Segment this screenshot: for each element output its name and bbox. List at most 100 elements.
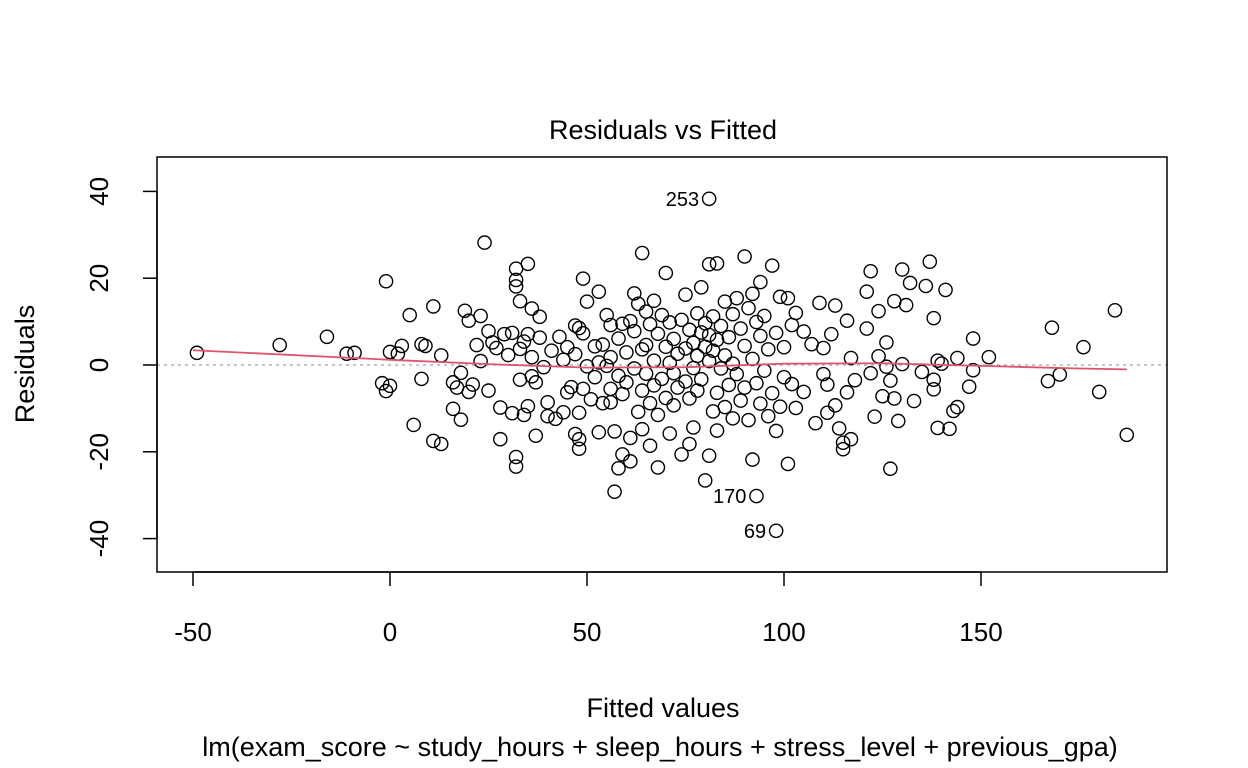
data-point xyxy=(638,366,654,381)
data-point xyxy=(709,385,725,401)
data-point xyxy=(926,310,942,326)
data-point xyxy=(721,329,737,345)
data-point xyxy=(406,417,421,433)
data-point xyxy=(650,407,666,423)
data-point xyxy=(745,286,760,302)
data-point xyxy=(914,364,930,380)
data-point xyxy=(658,265,674,281)
data-point xyxy=(768,523,784,539)
data-point xyxy=(741,412,756,428)
data-point xyxy=(591,424,607,440)
data-point xyxy=(942,421,957,437)
data-point xyxy=(843,350,859,366)
data-point xyxy=(642,438,658,454)
data-point xyxy=(843,431,859,447)
data-point xyxy=(725,356,741,371)
data-point xyxy=(619,345,634,360)
data-point xyxy=(753,328,768,344)
data-point xyxy=(426,299,441,314)
data-point xyxy=(808,415,823,431)
data-point xyxy=(827,398,843,413)
smoother-line xyxy=(192,349,1127,371)
data-point xyxy=(729,366,745,382)
data-point xyxy=(788,305,804,321)
data-point xyxy=(768,423,784,439)
data-point xyxy=(575,381,591,397)
data-point xyxy=(567,426,583,442)
data-point xyxy=(784,317,800,333)
data-point xyxy=(571,441,587,457)
data-point xyxy=(717,348,733,363)
data-point xyxy=(540,408,555,424)
data-point xyxy=(587,339,603,354)
data-point xyxy=(709,256,725,271)
data-point xyxy=(630,296,646,312)
data-point xyxy=(690,348,705,364)
data-point xyxy=(733,321,748,336)
data-point xyxy=(780,456,796,472)
data-point xyxy=(394,338,410,354)
data-point xyxy=(493,431,508,447)
outlier-label: 170 xyxy=(713,486,746,508)
data-point xyxy=(670,346,685,362)
data-point xyxy=(378,383,394,399)
data-point xyxy=(595,395,611,411)
data-point xyxy=(524,301,540,316)
data-point xyxy=(859,284,875,299)
data-point xyxy=(847,372,863,388)
plot-frame xyxy=(156,156,1168,573)
y-axis-label: Residuals xyxy=(10,305,40,424)
data-point xyxy=(784,376,800,392)
data-point xyxy=(926,372,942,388)
data-point xyxy=(402,307,418,323)
data-point xyxy=(831,421,847,436)
data-point xyxy=(587,369,603,385)
data-point xyxy=(603,349,618,365)
data-point xyxy=(552,329,567,345)
data-point xyxy=(918,278,934,294)
data-point xyxy=(701,257,717,272)
data-point xyxy=(623,454,638,469)
data-point xyxy=(496,326,512,342)
data-point xyxy=(682,391,697,406)
data-point xyxy=(721,377,737,393)
data-point xyxy=(930,353,945,368)
data-point xyxy=(1119,427,1135,443)
data-point xyxy=(745,452,760,467)
data-point xyxy=(374,375,390,391)
data-point xyxy=(571,431,587,447)
data-point xyxy=(662,355,678,371)
data-point xyxy=(682,322,697,338)
data-point xyxy=(477,235,492,250)
data-point xyxy=(749,375,764,391)
data-point xyxy=(508,272,524,288)
data-point xyxy=(898,297,914,313)
data-point xyxy=(414,371,429,387)
data-point xyxy=(516,407,532,423)
data-point xyxy=(705,309,721,324)
data-point xyxy=(930,420,945,436)
data-point xyxy=(883,461,898,477)
data-point xyxy=(686,420,701,435)
data-point xyxy=(579,294,595,309)
data-point xyxy=(516,334,532,349)
data-point xyxy=(938,282,953,298)
data-point xyxy=(272,337,287,353)
data-point xyxy=(981,349,997,365)
data-point xyxy=(863,263,878,279)
data-point xyxy=(319,329,335,345)
data-point xyxy=(619,375,634,390)
data-point xyxy=(520,398,536,414)
data-point xyxy=(678,341,693,356)
data-point xyxy=(839,313,855,329)
data-point xyxy=(835,435,851,450)
data-point xyxy=(189,345,205,361)
data-point xyxy=(682,436,697,452)
x-tick-label: 100 xyxy=(762,617,805,647)
data-point xyxy=(433,348,449,363)
data-point xyxy=(693,372,709,387)
data-point xyxy=(560,339,575,355)
data-point xyxy=(666,398,681,413)
data-point xyxy=(760,408,776,424)
data-point xyxy=(666,331,681,347)
